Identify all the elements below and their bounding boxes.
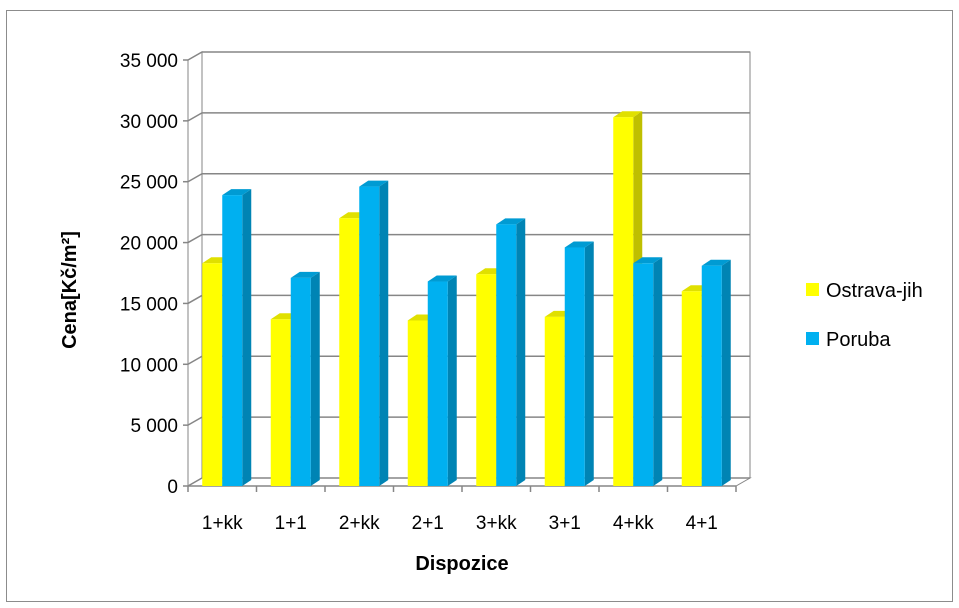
chart-walls — [186, 51, 752, 487]
y-axis-ticks: 0 5 000 10 000 15 000 20 000 25 000 30 000 35 0… — [120, 51, 188, 498]
x-tick-label: 3+1 — [549, 513, 581, 534]
bar-front — [544, 316, 565, 486]
bar-top — [427, 275, 457, 282]
legend-swatch — [806, 283, 819, 296]
y-tick-label: 25 000 — [120, 173, 178, 194]
x-axis-title: Dispozice — [415, 553, 508, 575]
bar-top — [633, 257, 663, 264]
bar-side — [584, 241, 594, 486]
y-axis-title: Cena[Kč/m²] — [59, 231, 81, 349]
bar-side — [653, 257, 663, 486]
bar-front — [407, 320, 428, 486]
bar-top — [613, 111, 643, 118]
bar-top — [564, 241, 594, 248]
x-tick-label: 1+kk — [202, 513, 243, 534]
bar-front — [496, 224, 517, 487]
bar-top — [290, 271, 320, 278]
gridline — [187, 172, 750, 183]
legend-swatch — [806, 332, 819, 345]
bar-front — [270, 319, 291, 486]
bar-side — [242, 189, 252, 487]
bar-front — [564, 247, 585, 486]
bar-top — [701, 259, 731, 266]
bar-front — [476, 274, 497, 486]
gridline — [187, 112, 750, 122]
bar-front — [222, 195, 243, 487]
bar-top — [359, 180, 389, 187]
legend-label: Poruba — [826, 329, 891, 351]
x-axis-ticks: 1+kk 1+1 2+kk 2+1 3+kk 3+1 4+kk 4+1 — [187, 485, 737, 534]
x-tick-label: 3+kk — [476, 513, 517, 534]
bar — [701, 259, 731, 486]
bar-front — [633, 263, 654, 486]
bar-top — [496, 218, 526, 225]
bar — [633, 257, 663, 486]
y-tick-label: 35 000 — [120, 51, 178, 72]
bar-front — [359, 186, 380, 486]
bar-front — [427, 281, 448, 486]
x-tick-label: 1+1 — [275, 513, 307, 534]
bar — [564, 241, 594, 486]
bar-side — [447, 275, 457, 486]
legend-label: Ostrava-jih — [826, 280, 923, 302]
bar — [496, 218, 526, 487]
x-tick-label: 2+kk — [339, 513, 380, 534]
y-tick-label: 0 — [167, 477, 178, 498]
bar-front — [202, 263, 223, 486]
bar-side — [310, 271, 320, 486]
y-tick-label: 5 000 — [130, 416, 178, 437]
bars — [202, 111, 731, 487]
bar-side — [379, 180, 389, 486]
x-tick-label: 2+1 — [412, 513, 444, 534]
bar-front — [339, 218, 360, 486]
gridline — [187, 233, 750, 244]
y-tick-label: 20 000 — [120, 234, 178, 255]
bar — [290, 271, 320, 486]
y-tick-label: 10 000 — [120, 355, 178, 376]
bar-top — [222, 189, 252, 196]
bar — [359, 180, 389, 486]
bar — [222, 189, 252, 487]
bar-front — [701, 265, 722, 486]
bar-side — [516, 218, 526, 487]
bar-side — [721, 259, 731, 486]
y-tick-label: 30 000 — [120, 112, 178, 133]
x-tick-label: 4+1 — [686, 513, 718, 534]
y-tick-label: 15 000 — [120, 294, 178, 315]
gridline — [187, 51, 750, 61]
legend: Ostrava-jih Poruba — [806, 280, 923, 351]
bar-front — [290, 277, 311, 486]
x-tick-label: 4+kk — [613, 513, 654, 534]
bar-front — [613, 117, 634, 486]
bar — [427, 275, 457, 486]
bar-front — [681, 291, 702, 486]
